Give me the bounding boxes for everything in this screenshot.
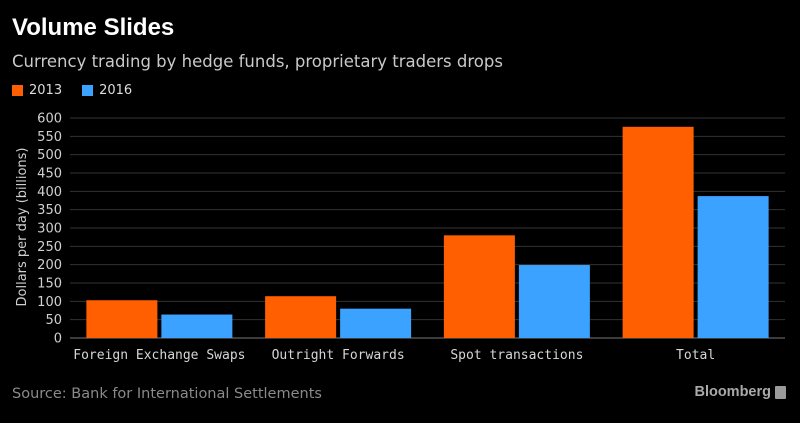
y-tick-label: 450 xyxy=(37,167,62,182)
bar-2013-3 xyxy=(622,126,694,338)
y-tick-label: 350 xyxy=(37,203,62,218)
bar-2016-2 xyxy=(518,265,590,338)
y-tick-label: 300 xyxy=(37,222,62,237)
y-tick-label: 600 xyxy=(37,112,62,127)
legend-label-2016: 2016 xyxy=(99,83,133,98)
legend-label-2013: 2013 xyxy=(29,83,63,98)
chart-subtitle: Currency trading by hedge funds, proprie… xyxy=(12,52,503,71)
y-tick-label: 250 xyxy=(37,240,62,255)
bar-2016-0 xyxy=(161,314,233,338)
y-tick-label: 0 xyxy=(54,332,62,347)
bar-2013-1 xyxy=(265,296,337,338)
bar-2013-2 xyxy=(443,235,515,338)
brand-mark-icon xyxy=(775,385,786,399)
source-note: Source: Bank for International Settlemen… xyxy=(12,386,322,402)
bar-2013-0 xyxy=(86,300,158,338)
y-axis-ticks: 0 50 100 150 200 250 300 350 400 450 500 550 600 xyxy=(37,112,62,347)
x-tick-label: Spot transactions xyxy=(450,348,583,363)
legend-item-2013: 2013 xyxy=(12,83,62,98)
bar-2016-1 xyxy=(340,308,412,338)
y-axis-label: Dollars per day (billions) xyxy=(15,148,30,307)
x-axis-ticks: Foreign Exchange Swaps Outright Forwards S… xyxy=(73,348,715,363)
y-tick-label: 150 xyxy=(37,277,62,292)
y-tick-label: 500 xyxy=(37,148,62,163)
x-tick-label: Foreign Exchange Swaps xyxy=(73,348,245,363)
bar-2016-3 xyxy=(697,196,769,338)
legend-swatch-2016 xyxy=(82,85,94,96)
chart-title: Volume Slides xyxy=(12,14,175,41)
y-tick-label: 400 xyxy=(37,185,62,200)
x-tick-label: Total xyxy=(676,348,715,363)
legend: 2013 2016 xyxy=(12,83,152,98)
x-tick-label: Outright Forwards xyxy=(272,348,405,363)
legend-item-2016: 2016 xyxy=(82,83,132,98)
brand-logo: Bloomberg xyxy=(694,384,786,400)
y-tick-label: 100 xyxy=(37,295,62,310)
y-tick-label: 550 xyxy=(37,130,62,145)
y-tick-label: 50 xyxy=(45,313,62,328)
bars xyxy=(86,126,769,338)
y-tick-label: 200 xyxy=(37,258,62,273)
legend-swatch-2013 xyxy=(12,85,23,96)
brand-name: Bloomberg xyxy=(694,384,771,400)
